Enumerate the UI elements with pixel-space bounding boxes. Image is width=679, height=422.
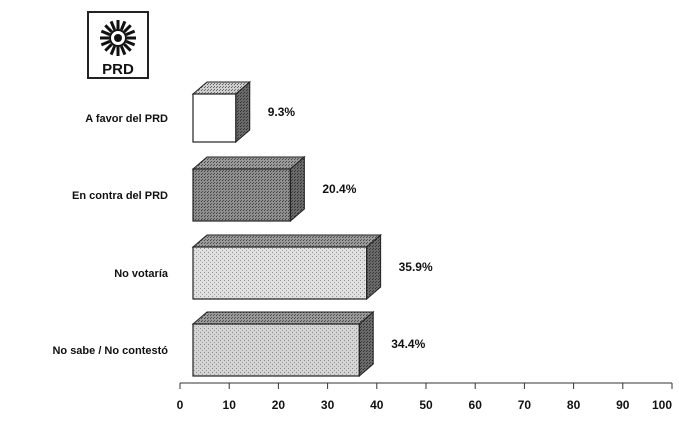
bar-front-texture xyxy=(193,169,291,221)
bar-top-texture xyxy=(193,157,305,169)
sun-ray xyxy=(123,43,132,52)
value-label: 20.4% xyxy=(322,182,356,196)
x-tick-label: 100 xyxy=(652,398,672,412)
sun-ray xyxy=(125,29,136,36)
bar-front-face xyxy=(192,93,237,143)
value-label: 9.3% xyxy=(268,105,296,119)
bar-1 xyxy=(191,155,306,223)
x-tick-label: 80 xyxy=(567,398,581,412)
sun-icon xyxy=(100,20,136,56)
bar-side-texture xyxy=(359,312,374,376)
category-label: A favor del PRD xyxy=(85,113,168,125)
sun-ray xyxy=(104,43,113,52)
bar-3 xyxy=(191,310,375,378)
sun-ray xyxy=(104,24,113,33)
bar-2 xyxy=(191,233,382,301)
bar-front-texture xyxy=(193,247,367,299)
x-axis: 0 10 20 30 40 50 60 70 80 90 100 xyxy=(177,382,673,412)
x-tick-label: 50 xyxy=(419,398,433,412)
value-label: 35.9% xyxy=(399,260,433,274)
sun-ray xyxy=(100,29,111,36)
bar-side-texture xyxy=(290,157,305,221)
bars-layer xyxy=(191,80,382,378)
x-tick-label: 30 xyxy=(321,398,335,412)
category-labels: A favor del PRD En contra del PRD No votar… xyxy=(52,113,168,357)
category-label: No votaría xyxy=(114,268,169,280)
bar-0 xyxy=(191,80,252,144)
sun-ray xyxy=(123,24,132,33)
x-tick-label: 90 xyxy=(616,398,630,412)
x-tick-label: 0 xyxy=(177,398,184,412)
bar-front-texture xyxy=(193,324,360,376)
bar-top-texture xyxy=(193,82,250,94)
prd-logo: PRD xyxy=(87,11,149,79)
sun-ray xyxy=(109,45,116,56)
value-label: 34.4% xyxy=(391,337,425,351)
sun-center xyxy=(114,34,122,42)
category-label: En contra del PRD xyxy=(72,190,168,202)
bar-side-texture xyxy=(235,82,250,142)
sun-ray xyxy=(100,40,111,47)
category-label: No sabe / No contestó xyxy=(52,345,168,357)
bar-top-texture xyxy=(193,235,381,247)
prd-logo-text: PRD xyxy=(102,61,134,78)
x-tick-label: 70 xyxy=(518,398,532,412)
sun-ray xyxy=(120,20,127,31)
x-tick-label: 10 xyxy=(223,398,237,412)
bar-top-texture xyxy=(193,312,374,324)
x-tick-label: 40 xyxy=(370,398,384,412)
sun-ray xyxy=(120,45,127,56)
value-labels: 9.3% 20.4% 35.9% 34.4% xyxy=(268,105,433,351)
x-tick-label: 60 xyxy=(469,398,483,412)
sun-ray xyxy=(109,20,116,31)
sun-ray xyxy=(125,40,136,47)
bar-side-texture xyxy=(366,235,381,299)
x-tick-label: 20 xyxy=(272,398,286,412)
